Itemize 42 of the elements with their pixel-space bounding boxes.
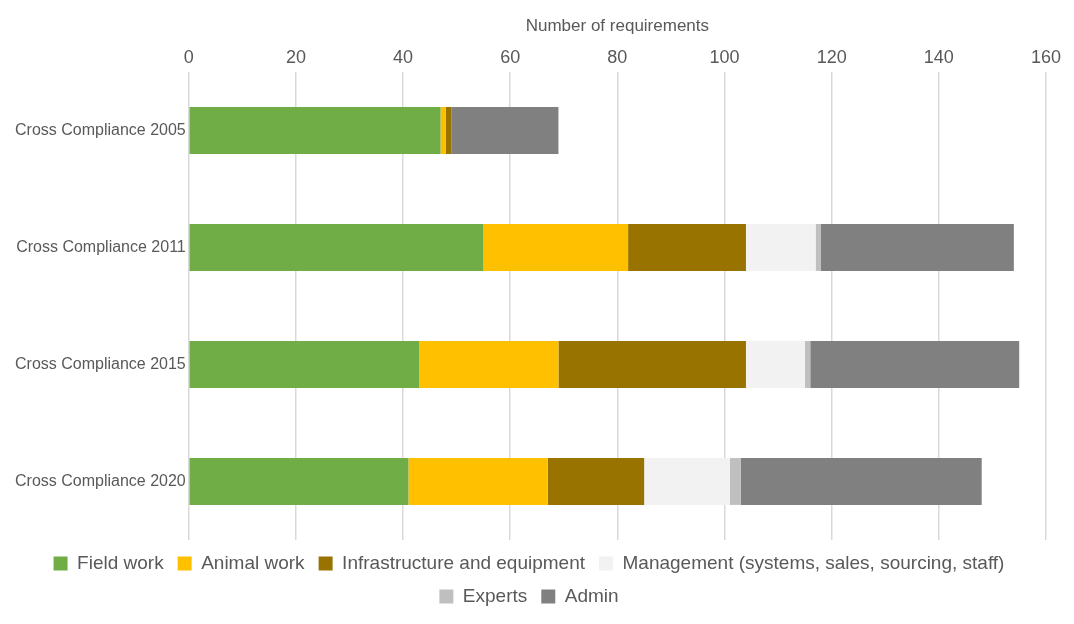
bar (729, 458, 741, 505)
y-tick-label: Cross Compliance 2020 (15, 471, 186, 489)
x-tick-label: 80 (607, 47, 628, 68)
bar (745, 224, 816, 271)
x-tick-label: 60 (500, 47, 521, 68)
bar (419, 341, 559, 388)
bar (804, 341, 811, 388)
bar (745, 341, 805, 388)
legend-label: Animal work (201, 551, 306, 573)
bar (189, 458, 409, 505)
y-tick-label: Cross Compliance 2011 (16, 237, 186, 255)
x-tick-label: 0 (183, 47, 194, 68)
legend-label: Experts (462, 584, 528, 606)
x-tick-label: 160 (1030, 47, 1062, 68)
bar (815, 224, 821, 271)
y-tick-label: Cross Compliance 2005 (15, 120, 186, 138)
bar (445, 107, 452, 154)
bar (408, 458, 548, 505)
y-tick-label: Cross Compliance 2015 (15, 354, 186, 372)
legend-label: Admin (564, 584, 619, 606)
bar (440, 107, 446, 154)
bar (740, 458, 982, 505)
bar (189, 341, 420, 388)
bar (558, 341, 746, 388)
x-tick-label: 20 (285, 47, 306, 68)
x-tick-label: 40 (393, 47, 414, 68)
legend-label: Management (systems, sales, sourcing, staff) (622, 551, 1005, 573)
bar (483, 224, 629, 271)
legend-label: Field work (77, 551, 165, 573)
x-tick-label: 120 (816, 47, 847, 68)
bar (810, 341, 1020, 388)
bar (628, 224, 746, 271)
x-tick-label: 140 (923, 47, 954, 68)
bar (189, 107, 441, 154)
bar (547, 458, 645, 505)
bar (644, 458, 730, 505)
legend-label: Infrastructure and equipment (342, 551, 586, 573)
bar (451, 107, 559, 154)
x-tick-label: 100 (709, 47, 740, 68)
bar (820, 224, 1014, 271)
x-axis-title: Number of requirements (525, 15, 710, 35)
bar (189, 224, 484, 271)
